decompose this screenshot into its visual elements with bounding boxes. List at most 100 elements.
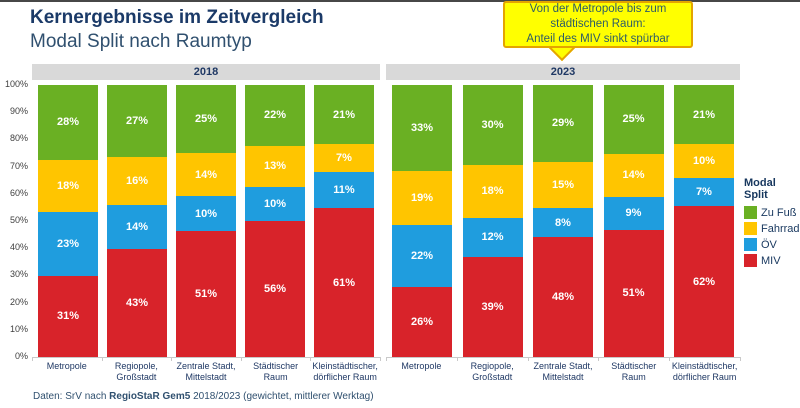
legend: Modal Split Zu Fuß Fahrrad ÖV MIV [744, 177, 800, 270]
category-label-line: Raum [263, 371, 288, 382]
y-axis-tick-label: 10% [9, 323, 28, 334]
y-axis-tick-label: 50% [9, 215, 28, 225]
category-label-line: Mittelstadt [542, 371, 584, 382]
segment-MIV: 61% [314, 208, 374, 358]
category-label: Metropole [386, 361, 457, 383]
category-label: Regiopole, Großstadt [102, 361, 172, 383]
segment-Fahrrad: 15% [533, 161, 593, 208]
page-title: Kernergebnisse im Zeitvergleich [30, 7, 324, 28]
x-axis-tick [457, 357, 458, 361]
panel-2023: 2023 33% 19% 22% 26% 30% 18% 12% 39% 29% 15% 8% 48% 2… [386, 64, 741, 394]
legend-swatch-icon [744, 222, 757, 235]
segment-value-label: 48% [551, 291, 575, 304]
x-axis-tick [386, 357, 387, 361]
segment-value-label: 43% [125, 296, 149, 309]
segment-value-label: 51% [194, 287, 218, 300]
legend-item-Fahrrad: Fahrrad [744, 222, 800, 235]
segment-value-label: 18% [481, 185, 504, 198]
segment-value-label: 25% [622, 113, 645, 126]
segment-value-label: 16% [125, 175, 149, 188]
segment-value-label: 7% [336, 151, 352, 164]
x-axis-tick [241, 357, 242, 361]
segment-value-label: 12% [481, 231, 504, 244]
category-label: Kleinstädtischer, dörflicher Raum [310, 361, 380, 383]
bars-row: 28% 18% 23% 31% 27% 16% 14% 43% 25% 14% 10% 51% 22% 1… [32, 85, 380, 358]
x-axis-tick [310, 357, 311, 361]
segment-MIV: 26% [392, 286, 452, 357]
x-axis-tick [32, 357, 33, 361]
legend-label: Zu Fuß [761, 206, 797, 219]
segment-value-label: 9% [625, 207, 642, 220]
legend-label: Fahrrad [761, 222, 800, 235]
segment-value-label: 27% [125, 115, 149, 128]
legend-swatch-icon [744, 254, 757, 267]
segment-value-label: 8% [555, 216, 571, 229]
segment-value-label: 19% [410, 192, 434, 205]
source-note-bold: RegioStaR Gem5 [109, 391, 191, 402]
bar-2023-kleinstädtischer: 21% 10% 7% 62% [674, 85, 734, 358]
x-axis-tick [102, 357, 103, 361]
bar-2023-regiopole: 30% 18% 12% 39% [462, 85, 523, 358]
category-label-line: Großstadt [116, 371, 157, 382]
group-header-2018: 2018 [32, 64, 380, 80]
segment-value-label: 7% [696, 186, 712, 199]
legend-item-ÖV: ÖV [744, 238, 800, 251]
y-axis-tick-label: 30% [9, 269, 28, 280]
segment-Zu Fuß: 28% [38, 85, 98, 160]
callout-line: Anteil des MIV sinkt spürbar [526, 32, 670, 45]
x-axis-tick [528, 357, 529, 361]
category-label: Metropole [32, 361, 102, 383]
segment-value-label: 10% [263, 197, 287, 210]
y-axis-tick-label: 40% [9, 242, 28, 253]
category-label-line: Metropole [401, 361, 442, 371]
segment-value-label: 39% [481, 300, 504, 313]
segment-value-label: 31% [56, 310, 80, 323]
category-label-line: Metropole [46, 361, 87, 371]
category-label-line: Zentrale Stadt, [176, 361, 236, 371]
segment-value-label: 15% [551, 178, 575, 191]
x-axis-tick [171, 357, 172, 361]
x-axis-tick [669, 357, 670, 361]
segment-Zu Fuß: 25% [176, 85, 236, 153]
y-axis-tick-label: 0% [14, 351, 28, 361]
segment-Fahrrad: 7% [314, 144, 374, 172]
segment-MIV: 51% [603, 229, 664, 357]
y-axis-tick-label: 90% [9, 106, 28, 117]
legend-swatch-icon [744, 206, 757, 219]
category-label-line: Mittelstadt [185, 371, 227, 382]
segment-ÖV: 10% [245, 186, 305, 221]
segment-ÖV: 9% [603, 197, 664, 230]
y-axis-tick-label: 60% [9, 187, 28, 198]
category-label: Zentrale Stadt, Mittelstadt [171, 361, 241, 383]
segment-Zu Fuß: 21% [314, 85, 374, 145]
bar-2023-metropole: 33% 19% 22% 26% [392, 85, 452, 357]
segment-Fahrrad: 19% [392, 170, 452, 226]
segment-value-label: 10% [194, 207, 218, 220]
segment-Fahrrad: 18% [38, 159, 98, 213]
segment-ÖV: 12% [462, 217, 523, 257]
legend-item-Zu Fuß: Zu Fuß [744, 206, 800, 219]
segment-value-label: 33% [410, 121, 434, 134]
source-note-prefix: Daten: SrV nach [33, 391, 110, 402]
segment-value-label: 30% [481, 118, 504, 131]
segment-ÖV: 22% [392, 225, 452, 287]
segment-Zu Fuß: 25% [603, 85, 664, 154]
segment-value-label: 28% [56, 116, 80, 129]
bars-row: 33% 19% 22% 26% 30% 18% 12% 39% 29% 15% 8% 48% 25% 14… [386, 85, 740, 358]
legend-item-MIV: MIV [744, 254, 800, 267]
segment-MIV: 39% [462, 256, 523, 358]
category-label-line: Zentrale Stadt, [533, 361, 593, 371]
callout-line: städtischen Raum: [550, 18, 646, 31]
segment-ÖV: 7% [674, 178, 734, 207]
segment-Zu Fuß: 22% [245, 85, 305, 146]
bar-2018-kleinstädtischer: 21% 7% 11% 61% [314, 85, 374, 358]
segment-value-label: 10% [692, 155, 716, 168]
segment-value-label: 29% [551, 117, 575, 130]
category-labels-row: Metropole Regiopole, Großstadt Zentrale Sta… [386, 361, 740, 383]
segment-MIV: 51% [176, 230, 236, 357]
callout-line: Von der Metropole bis zum [529, 3, 667, 16]
category-labels-row: Metropole Regiopole, Großstadt Zentrale Sta… [32, 361, 380, 383]
segment-Fahrrad: 18% [462, 164, 523, 218]
source-note-suffix: 2018/2023 (gewichtet, mittlerer Werktag) [190, 391, 374, 402]
category-label-line: Großstadt [472, 371, 513, 382]
